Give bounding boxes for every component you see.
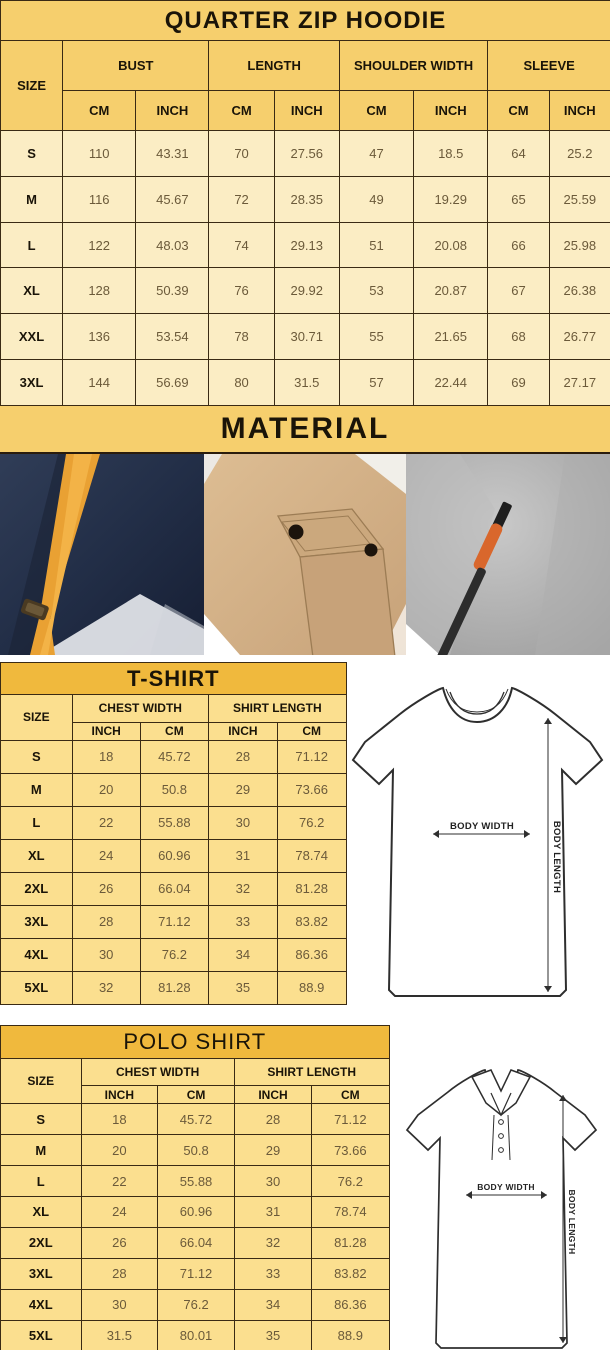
svg-text:BODY LENGTH: BODY LENGTH — [551, 821, 562, 893]
svg-text:BODY LENGTH: BODY LENGTH — [567, 1190, 577, 1255]
svg-text:BODY WIDTH: BODY WIDTH — [477, 1182, 535, 1192]
svg-text:BODY WIDTH: BODY WIDTH — [450, 821, 514, 832]
